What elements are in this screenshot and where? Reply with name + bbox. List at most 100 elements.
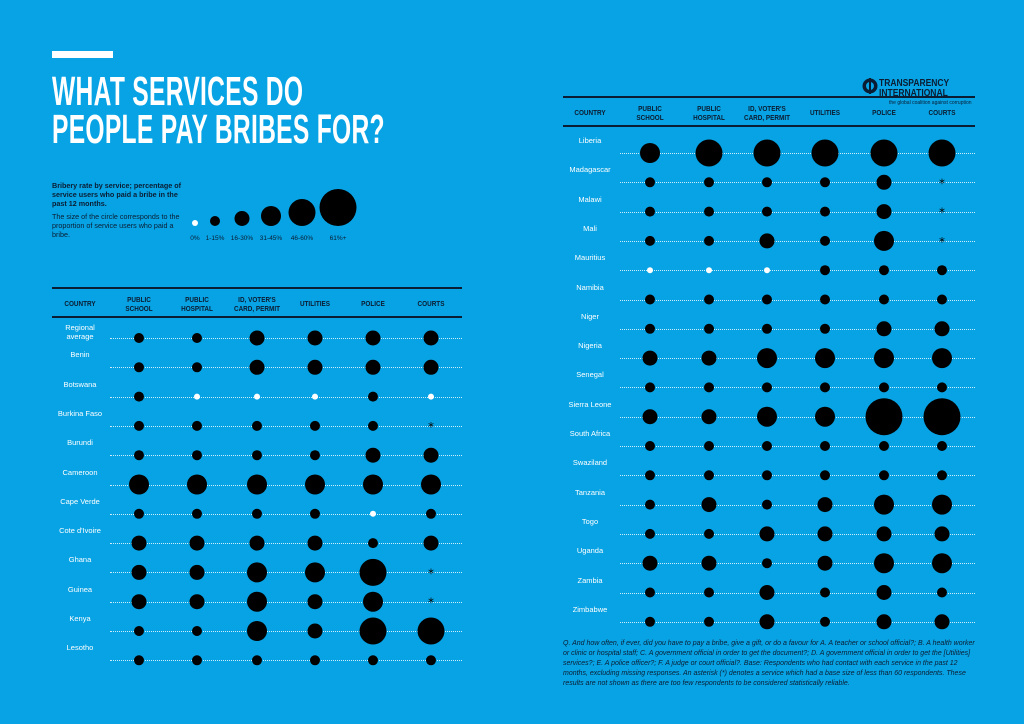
bubble-kenya-3	[307, 623, 323, 639]
row-guide-line	[110, 660, 462, 662]
bubble-niger-2	[762, 323, 772, 334]
bubble-sierra-leone-3	[815, 406, 835, 427]
transparency-international-logo-icon	[862, 78, 878, 94]
bubble-benin-3	[307, 359, 323, 375]
row-guide-line	[110, 338, 462, 339]
bubble-namibia-4	[879, 294, 889, 305]
bubble-uganda-3	[817, 555, 833, 571]
bubble-uganda-5	[932, 553, 952, 574]
column-header: UTILITIES	[299, 299, 331, 308]
bubble-burundi-2	[252, 450, 262, 461]
bubble-sierra-leone-2	[757, 406, 777, 427]
country-label: Burkina Faso	[57, 408, 103, 418]
bubble-niger-5	[934, 321, 950, 337]
column-header: ID, VOTER'S CARD, PERMIT	[233, 295, 281, 313]
country-label: Nigeria	[578, 341, 602, 351]
bubble-burkina-faso-4	[368, 420, 378, 431]
bubble-cameroon-4	[363, 474, 383, 495]
column-header: PUBLIC SCHOOL	[125, 295, 153, 313]
bubble-botswana-5	[428, 393, 434, 400]
bubble-liberia-2	[753, 139, 781, 167]
bubble-lesotho-1	[192, 655, 202, 666]
bubble-tanzania-1	[701, 497, 717, 513]
country-label: Tanzania	[574, 487, 606, 497]
row-guide-line	[620, 182, 975, 184]
logo-tagline: the global coalition against corruption	[889, 100, 972, 106]
bubble-benin-2	[249, 359, 265, 375]
bubble-malawi-2	[762, 206, 772, 217]
bubble-namibia-5	[937, 294, 947, 305]
row-guide-line	[110, 425, 462, 427]
bubble-togo-0	[645, 528, 655, 539]
bubble-zimbabwe-1	[704, 616, 714, 627]
bubble-cote-d-ivoire-4	[368, 538, 378, 549]
bubble-namibia-2	[762, 294, 772, 305]
bubble-cape-verde-1	[192, 508, 202, 519]
bubble-togo-5	[934, 526, 950, 542]
bubble-kenya-2	[247, 621, 267, 641]
bubble-senegal-5	[937, 382, 947, 393]
logo-name: TRANSPARENCY INTERNATIONAL	[879, 78, 950, 99]
country-label: South Africa	[569, 429, 611, 438]
bubble-swaziland-5	[937, 470, 947, 481]
table-top-rule	[52, 287, 462, 289]
column-header: UTILITIES	[809, 108, 841, 117]
bubble-malawi-0	[645, 206, 655, 217]
bubble-tanzania-3	[817, 497, 833, 513]
country-label: Regional average	[65, 323, 95, 341]
bubble-senegal-2	[762, 382, 772, 393]
bubble-cape-verde-2	[252, 508, 262, 519]
row-guide-line	[620, 153, 975, 154]
bubble-kenya-5	[417, 617, 445, 645]
bubble-benin-5	[423, 359, 439, 375]
bubble-madagascar-4	[876, 174, 892, 190]
country-label: Mali	[583, 223, 597, 233]
bubble-cape-verde-5	[426, 508, 436, 519]
country-label: Burundi	[67, 438, 93, 448]
bubble-cote-d-ivoire-2	[249, 535, 265, 551]
bubble-liberia-3	[811, 139, 839, 167]
bubble-regional-average-4	[365, 330, 381, 346]
bubble-lesotho-4	[368, 655, 378, 666]
column-header: COURTS	[417, 299, 445, 308]
bubble-cape-verde-0	[134, 508, 144, 519]
table-top-rule	[563, 96, 975, 98]
bubble-zimbabwe-5	[934, 614, 950, 630]
bubble-south-africa-0	[645, 441, 655, 451]
bubble-ghana-1	[189, 564, 205, 580]
asterisk-marker: *	[428, 420, 434, 434]
bubble-botswana-0	[134, 391, 144, 402]
bubble-botswana-1	[194, 393, 200, 400]
country-label: Mauritius	[574, 253, 606, 263]
bubble-zambia-4	[876, 585, 892, 600]
column-header: ID, VOTER'S CARD, PERMIT	[743, 104, 791, 122]
legend-label: 1-15%	[205, 235, 225, 242]
bubble-lesotho-2	[252, 655, 262, 666]
bubble-cameroon-5	[421, 474, 441, 495]
bubble-burkina-faso-0	[134, 420, 144, 431]
bubble-mauritius-4	[879, 265, 889, 276]
bubble-mali-2	[759, 233, 775, 249]
country-label: Malawi	[578, 194, 602, 204]
legend-label: 31-45%	[259, 235, 283, 242]
row-guide-line	[110, 367, 462, 369]
bubble-mali-3	[820, 235, 830, 246]
row-guide-line	[110, 396, 462, 398]
legend-bubble	[288, 199, 316, 226]
country-label: Madagascar	[569, 165, 611, 175]
bubble-cameroon-2	[247, 474, 267, 495]
bubble-nigeria-4	[874, 348, 894, 369]
bubble-cote-d-ivoire-3	[307, 535, 323, 551]
column-header: PUBLIC HOSPITAL	[181, 295, 213, 313]
country-label: Namibia	[576, 282, 604, 292]
bubble-swaziland-3	[820, 470, 830, 481]
bubble-mauritius-0	[647, 267, 653, 274]
row-guide-line	[110, 484, 462, 486]
bubble-kenya-1	[192, 626, 202, 636]
bubble-mali-4	[874, 230, 894, 251]
bubble-madagascar-1	[704, 177, 714, 188]
bubble-madagascar-0	[645, 177, 655, 188]
table-header-rule	[52, 316, 462, 318]
bubble-benin-4	[365, 359, 381, 375]
bubble-zambia-0	[645, 587, 655, 598]
